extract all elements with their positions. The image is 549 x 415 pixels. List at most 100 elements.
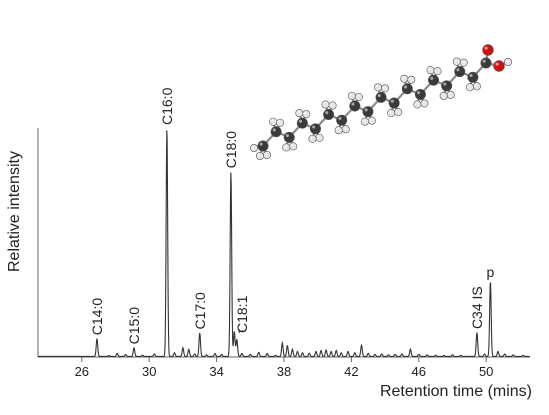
- x-tick-label: 38: [277, 364, 291, 379]
- peak-label-p: p: [487, 264, 495, 280]
- atom-highlight: [428, 67, 431, 70]
- atom-highlight: [415, 102, 418, 105]
- hydrogen-atom: [439, 91, 448, 100]
- carbon-atom: [323, 109, 335, 121]
- atom-highlight: [298, 119, 303, 123]
- hydrogen-atom: [354, 92, 363, 101]
- atom-highlight: [277, 120, 280, 123]
- hydrogen-atom: [472, 82, 481, 91]
- atom-highlight: [364, 108, 368, 112]
- atom-highlight: [422, 101, 425, 104]
- y-axis-title: Relative intensity: [6, 151, 23, 272]
- atom-highlight: [330, 103, 333, 106]
- hydrogen-atom: [308, 134, 317, 143]
- peak-label-c17-0: C17:0: [192, 292, 208, 330]
- atom-highlight: [264, 152, 267, 155]
- atom-highlight: [403, 85, 408, 89]
- carbon-atom: [454, 66, 466, 78]
- hydrogen-atom: [328, 101, 337, 110]
- atom-highlight: [495, 62, 499, 66]
- carbon-atom: [257, 140, 269, 152]
- peak-label-c15-0: C15:0: [126, 307, 142, 345]
- x-tick-label: 42: [344, 364, 358, 379]
- x-tick-label: 26: [75, 364, 89, 379]
- hydrogen-atom: [255, 152, 264, 161]
- peak-annotations: C14:0 C15:0 C16:0 C17:0 C18:0 C18:1 C34 ISp: [89, 87, 495, 344]
- carbon-atom: [283, 131, 295, 143]
- atom-highlight: [351, 102, 355, 106]
- carbon-atom: [388, 97, 400, 109]
- hydrogen-atom: [282, 143, 291, 152]
- atom-highlight: [349, 93, 352, 96]
- atom-highlight: [257, 153, 260, 156]
- atom-highlight: [388, 110, 391, 113]
- hydrogen-atom: [413, 100, 422, 109]
- atom-highlight: [461, 60, 464, 63]
- plot-area: 26 30 34 38 42 46 50 C14:0 C15:0 C16:0 C17:0 C18:0…: [6, 87, 532, 400]
- hydrogen-atom: [302, 110, 311, 119]
- atom-highlight: [443, 82, 447, 86]
- hydrogen-atom: [360, 117, 369, 126]
- atom-highlight: [369, 118, 372, 121]
- oxygen-atom: [482, 44, 494, 56]
- hydrogen-atom: [387, 109, 396, 118]
- atom-highlight: [408, 77, 412, 80]
- atom-highlight: [336, 127, 339, 131]
- atom-highlight: [401, 76, 405, 79]
- carbon-atom: [480, 57, 492, 69]
- carbon-atom: [336, 114, 348, 126]
- atom-highlight: [312, 125, 316, 129]
- atom-highlight: [285, 134, 289, 138]
- carbon-atom: [309, 123, 321, 135]
- atom-highlight: [484, 46, 488, 50]
- peak-label-c16-0: C16:0: [159, 87, 175, 125]
- carbon-atom: [362, 106, 374, 118]
- atom-highlight: [377, 93, 381, 98]
- atom-highlight: [469, 73, 473, 78]
- hydrogen-atom: [289, 142, 298, 151]
- atom-highlight: [310, 136, 313, 139]
- hydrogen-atom: [347, 91, 356, 100]
- x-tick-label: 46: [412, 364, 426, 379]
- hydrogen-atom: [321, 100, 330, 109]
- atom-highlight: [382, 85, 385, 89]
- x-axis-ticks: 26 30 34 38 42 46 50: [75, 357, 493, 379]
- carbon-atom: [467, 71, 479, 83]
- atom-highlight: [448, 92, 451, 95]
- hydrogen-atom: [394, 108, 403, 117]
- atom-highlight: [362, 119, 365, 122]
- hydrogen-atom: [503, 57, 512, 66]
- hydrogen-atom: [407, 75, 416, 84]
- oxygen-atom: [493, 60, 505, 72]
- x-axis-title: Retention time (mins): [380, 383, 532, 400]
- hydrogen-atom: [452, 57, 461, 66]
- atom-highlight: [467, 84, 470, 88]
- atom-highlight: [435, 68, 438, 71]
- hydrogen-atom: [446, 90, 455, 99]
- hydrogen-atom: [367, 116, 376, 125]
- hydrogen-atom: [315, 133, 324, 142]
- atom-highlight: [317, 135, 320, 138]
- atom-highlight: [454, 59, 457, 62]
- atom-highlight: [303, 111, 307, 114]
- hydrogen-atom: [420, 99, 429, 108]
- atom-highlight: [417, 91, 421, 95]
- hydrogen-atom: [269, 117, 278, 126]
- hydrogen-atom: [334, 126, 343, 135]
- carbon-atom: [270, 126, 282, 138]
- hydrogen-atom: [341, 125, 350, 134]
- atom-highlight: [375, 84, 378, 88]
- atom-highlight: [338, 116, 342, 120]
- carbon-atom: [428, 74, 440, 86]
- carbon-atom: [296, 117, 308, 129]
- chromatogram-trace: [38, 130, 530, 357]
- atom-highlight: [272, 128, 276, 132]
- x-tick-label: 34: [209, 364, 223, 379]
- hydrogen-atom: [250, 144, 259, 153]
- carbon-atom: [375, 91, 387, 103]
- atom-highlight: [430, 76, 434, 80]
- hydrogen-atom: [262, 151, 271, 160]
- atom-highlight: [474, 83, 477, 87]
- hydrogen-atom: [381, 84, 390, 93]
